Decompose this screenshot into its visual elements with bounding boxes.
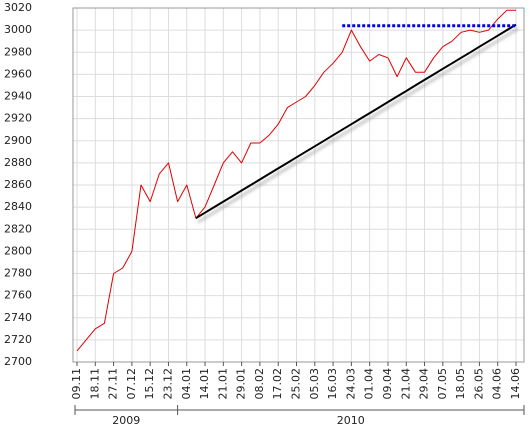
x-tick-label: 23.12 [161, 368, 174, 400]
x-tick-label: 07.05 [436, 368, 449, 400]
year-label: 2010 [337, 414, 365, 427]
x-tick-label: 09.04 [381, 368, 394, 400]
labels: 2700 2720 2740 2760 2780 2800 2820 2840 2860 2880… [4, 1, 525, 427]
x-tick-label: 26.05 [472, 368, 485, 400]
y-tick-label: 2900 [4, 134, 32, 147]
y-tick-label: 2960 [4, 67, 32, 80]
x-tick-label: 14.01 [198, 368, 211, 400]
y-tick-label: 2740 [4, 311, 32, 324]
x-tick-label: 05.03 [308, 368, 321, 400]
x-tick-label: 04.01 [180, 368, 193, 400]
x-tick-label: 17.02 [271, 368, 284, 400]
x-tick-label: 08.02 [253, 368, 266, 400]
plot-frame [72, 7, 525, 363]
series-line [195, 23, 517, 220]
x-tick-label: 29.01 [235, 368, 248, 400]
y-tick-label: 2700 [4, 355, 32, 368]
x-tick-label: 29.04 [418, 368, 431, 400]
series-line [76, 9, 516, 352]
y-tick-label: 3020 [4, 1, 32, 14]
x-tick-label: 27.11 [107, 368, 120, 400]
y-tick-label: 2800 [4, 244, 32, 257]
y-tick-label: 2780 [4, 267, 32, 280]
x-tick-label: 18.11 [88, 368, 101, 400]
y-tick-label: 2980 [4, 45, 32, 58]
y-tick-label: 2760 [4, 289, 32, 302]
y-tick-label: 2820 [4, 222, 32, 235]
y-tick-label: 2920 [4, 112, 32, 125]
x-tick-label: 01.04 [363, 368, 376, 400]
x-tick-label: 14.06 [509, 368, 522, 400]
grid [73, 7, 524, 363]
x-tick-label: 21.04 [399, 368, 412, 400]
y-tick-label: 2940 [4, 90, 32, 103]
y-tick-label: 2880 [4, 156, 32, 169]
y-tick-label: 2720 [4, 333, 32, 346]
year-label: 2009 [112, 414, 140, 427]
y-tick-label: 2840 [4, 200, 32, 213]
y-tick-label: 2860 [4, 178, 32, 191]
x-tick-label: 21.01 [216, 368, 229, 400]
x-tick-label: 25.02 [290, 368, 303, 400]
x-tick-label: 07.12 [125, 368, 138, 400]
x-tick-label: 24.03 [344, 368, 357, 400]
x-tick-label: 09.11 [70, 368, 83, 400]
x-tick-label: 18.05 [454, 368, 467, 400]
y-tick-label: 3000 [4, 23, 32, 36]
x-tick-label: 04.06 [491, 368, 504, 400]
plot [76, 9, 517, 352]
x-tick-label: 16.03 [326, 368, 339, 400]
x-tick-label: 15.12 [143, 368, 156, 400]
